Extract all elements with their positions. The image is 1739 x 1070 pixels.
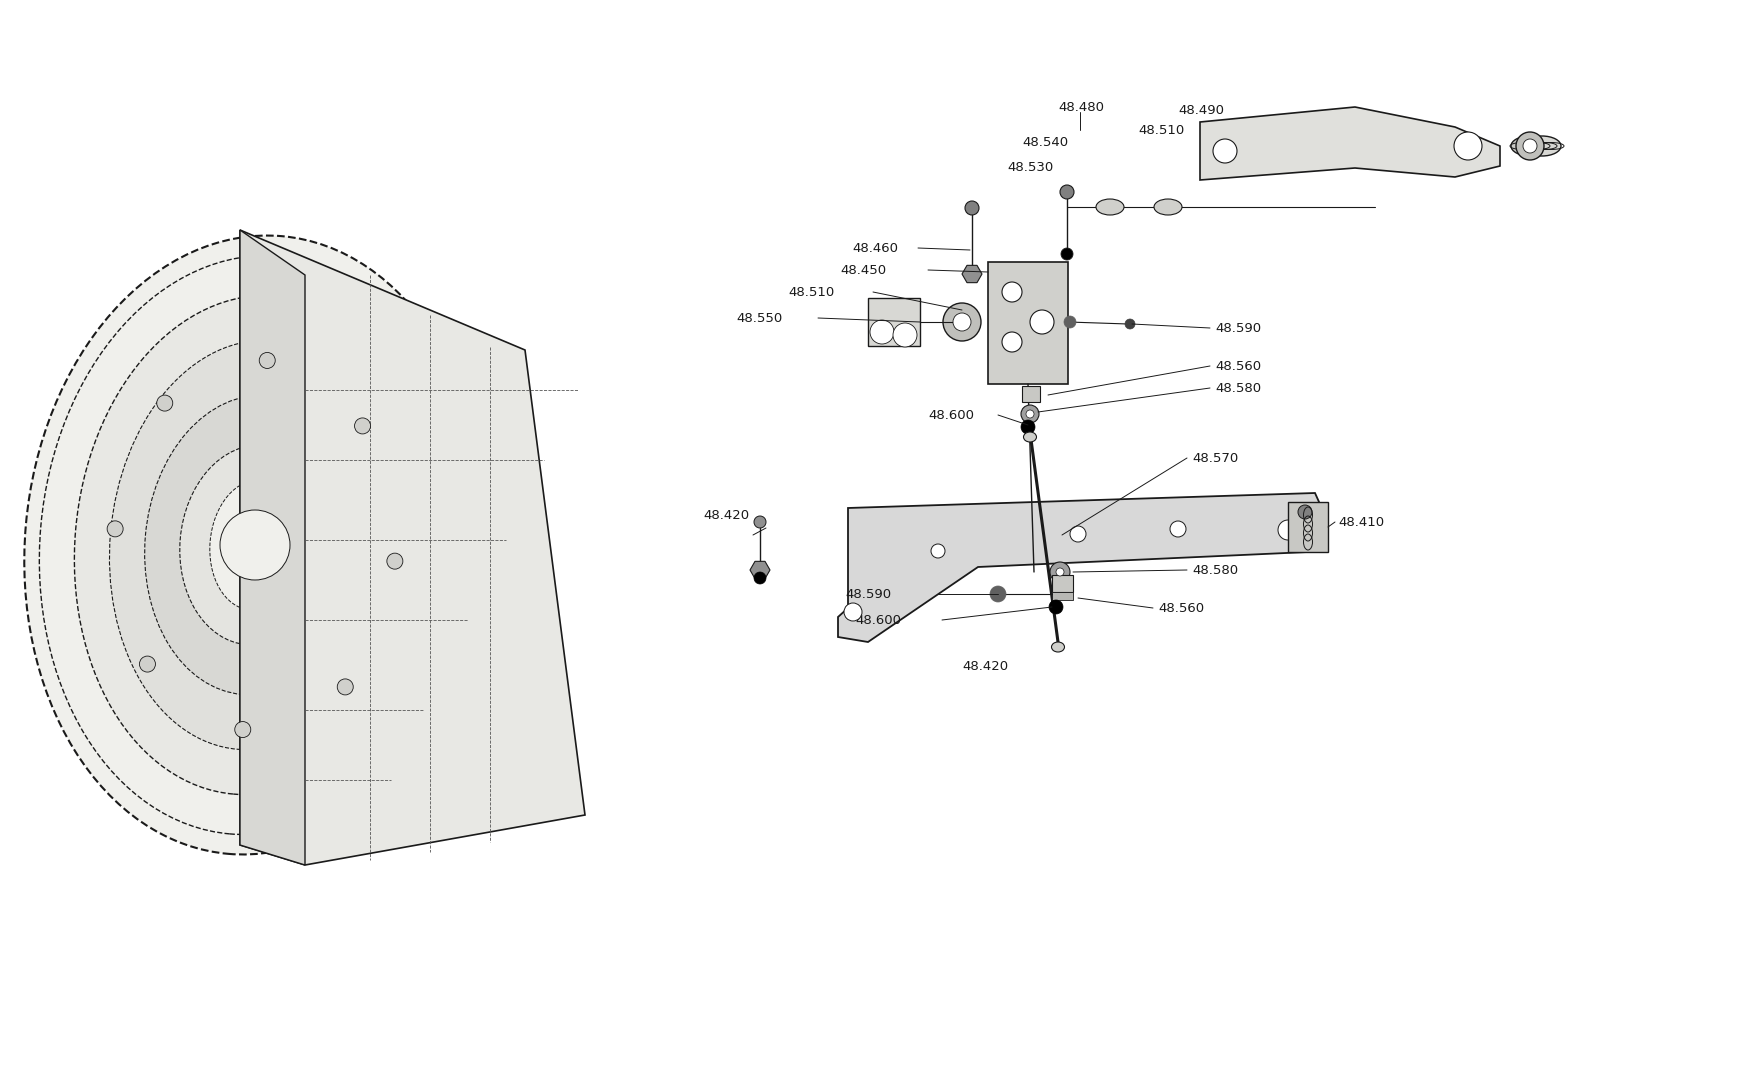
Polygon shape bbox=[240, 230, 304, 865]
Text: 48.530: 48.530 bbox=[1007, 160, 1052, 173]
Polygon shape bbox=[750, 562, 770, 579]
Ellipse shape bbox=[110, 340, 400, 750]
Circle shape bbox=[1522, 139, 1536, 153]
Ellipse shape bbox=[1096, 199, 1123, 215]
Text: 48.560: 48.560 bbox=[1158, 601, 1203, 614]
Text: 48.410: 48.410 bbox=[1337, 516, 1383, 529]
Bar bbox=[1052, 592, 1073, 600]
Circle shape bbox=[1049, 562, 1069, 582]
Circle shape bbox=[1056, 568, 1063, 576]
Circle shape bbox=[1125, 319, 1134, 328]
Circle shape bbox=[1002, 332, 1021, 352]
Circle shape bbox=[1454, 132, 1482, 160]
Polygon shape bbox=[838, 493, 1327, 642]
Text: 48.560: 48.560 bbox=[1214, 360, 1261, 372]
Circle shape bbox=[157, 395, 172, 411]
Polygon shape bbox=[1200, 107, 1499, 180]
Bar bbox=[868, 299, 920, 346]
Text: 48.420: 48.420 bbox=[962, 660, 1007, 673]
Bar bbox=[1021, 386, 1040, 402]
Text: 48.510: 48.510 bbox=[788, 286, 833, 299]
Circle shape bbox=[1061, 248, 1073, 260]
Circle shape bbox=[386, 553, 403, 569]
Circle shape bbox=[1049, 600, 1063, 614]
Polygon shape bbox=[240, 230, 584, 865]
Circle shape bbox=[753, 516, 765, 528]
Circle shape bbox=[943, 303, 981, 341]
Polygon shape bbox=[988, 262, 1068, 384]
Circle shape bbox=[953, 314, 970, 331]
Text: 48.480: 48.480 bbox=[1057, 101, 1103, 113]
Circle shape bbox=[219, 510, 290, 580]
Circle shape bbox=[108, 521, 123, 537]
Circle shape bbox=[892, 323, 916, 347]
Text: 48.540: 48.540 bbox=[1021, 136, 1068, 149]
Ellipse shape bbox=[1509, 136, 1548, 156]
Circle shape bbox=[930, 544, 944, 557]
Circle shape bbox=[1515, 132, 1542, 160]
Text: 48.570: 48.570 bbox=[1191, 452, 1238, 464]
Text: 48.450: 48.450 bbox=[840, 263, 885, 276]
Ellipse shape bbox=[24, 235, 485, 855]
Ellipse shape bbox=[1023, 432, 1036, 442]
Circle shape bbox=[1002, 282, 1021, 302]
Ellipse shape bbox=[210, 480, 301, 610]
Circle shape bbox=[1026, 410, 1033, 418]
Polygon shape bbox=[1287, 502, 1327, 552]
Text: 48.580: 48.580 bbox=[1191, 564, 1238, 577]
Circle shape bbox=[1069, 526, 1085, 542]
Ellipse shape bbox=[1153, 199, 1181, 215]
Ellipse shape bbox=[1050, 642, 1064, 652]
Circle shape bbox=[337, 678, 353, 694]
Circle shape bbox=[989, 586, 1005, 602]
Ellipse shape bbox=[1522, 136, 1560, 156]
Bar bbox=[1052, 575, 1073, 592]
Circle shape bbox=[1212, 139, 1236, 163]
Circle shape bbox=[1059, 185, 1073, 199]
Circle shape bbox=[753, 572, 765, 584]
Text: 48.420: 48.420 bbox=[704, 508, 750, 521]
Circle shape bbox=[1021, 406, 1038, 423]
Text: 48.590: 48.590 bbox=[1214, 321, 1261, 335]
Circle shape bbox=[1021, 421, 1035, 434]
Text: 48.460: 48.460 bbox=[852, 242, 897, 255]
Text: 48.600: 48.600 bbox=[927, 409, 974, 422]
Circle shape bbox=[235, 721, 250, 737]
Ellipse shape bbox=[179, 445, 330, 645]
Circle shape bbox=[1297, 505, 1311, 519]
Text: 48.590: 48.590 bbox=[845, 587, 890, 600]
Circle shape bbox=[1169, 521, 1186, 537]
Text: 48.580: 48.580 bbox=[1214, 382, 1261, 395]
Text: 48.490: 48.490 bbox=[1177, 104, 1223, 117]
Text: 48.510: 48.510 bbox=[1137, 123, 1184, 137]
Text: 48.550: 48.550 bbox=[736, 311, 783, 324]
Circle shape bbox=[843, 603, 861, 621]
Text: 48.600: 48.600 bbox=[854, 613, 901, 627]
Circle shape bbox=[355, 418, 370, 434]
Circle shape bbox=[139, 656, 155, 672]
Circle shape bbox=[965, 201, 979, 215]
Polygon shape bbox=[962, 265, 981, 282]
Ellipse shape bbox=[144, 395, 365, 694]
Circle shape bbox=[259, 352, 275, 368]
Ellipse shape bbox=[75, 295, 435, 795]
Circle shape bbox=[1029, 310, 1054, 334]
Circle shape bbox=[870, 320, 894, 343]
Circle shape bbox=[1276, 520, 1297, 540]
Circle shape bbox=[1063, 316, 1075, 328]
